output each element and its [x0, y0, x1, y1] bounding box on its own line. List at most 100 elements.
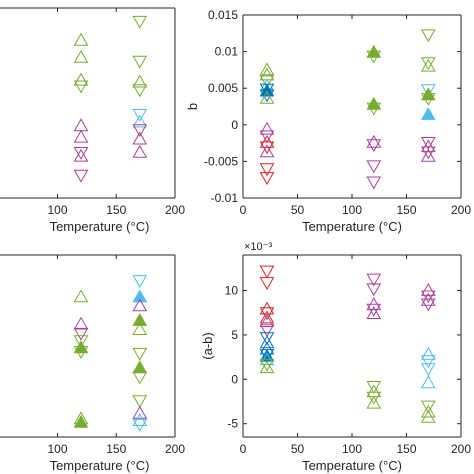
data-point — [259, 163, 275, 177]
data-point — [420, 148, 436, 162]
x-tick-label: 50 — [291, 203, 305, 217]
data-point — [259, 144, 275, 158]
data-point — [366, 139, 382, 153]
x-tick-label: 150 — [396, 203, 416, 217]
data-point — [420, 346, 436, 360]
data-point — [366, 303, 382, 317]
data-point — [366, 395, 382, 409]
data-point — [420, 107, 436, 120]
data-point — [259, 90, 275, 104]
data-point — [73, 118, 89, 132]
x-tick-label: 0 — [240, 203, 247, 217]
data-point — [73, 80, 89, 94]
x-tick-label: 200 — [451, 442, 471, 456]
data-point — [420, 58, 436, 72]
data-point — [259, 332, 275, 346]
data-point — [132, 114, 148, 128]
data-point — [259, 360, 275, 374]
x-tick-label: 100 — [342, 203, 362, 217]
data-point — [420, 375, 436, 389]
y-tick-label: 0.01 — [215, 45, 239, 59]
x-axis-label: Temperature (°C) — [302, 219, 402, 234]
data-point — [259, 121, 275, 135]
data-point — [259, 314, 275, 327]
data-point — [420, 298, 436, 312]
panel-top-right: 0 50 100 150 200 Temperature (°C) -0.01 -0.005 0… — [185, 8, 471, 234]
x-tick-label: 200 — [165, 203, 185, 217]
x-tick-label: 150 — [106, 442, 126, 456]
data-point — [259, 307, 275, 321]
data-point — [366, 176, 382, 190]
data-point — [73, 129, 89, 143]
x-axis-label: Temperature (°C) — [50, 458, 150, 473]
data-point — [73, 289, 89, 303]
data-point — [420, 290, 436, 304]
data-point — [132, 124, 148, 138]
y-tick-label: 0.005 — [208, 81, 238, 95]
data-point — [73, 32, 89, 46]
data-point — [420, 282, 436, 296]
data-point — [259, 130, 275, 144]
x-tick-label: 200 — [165, 442, 185, 456]
x-tick-label: 0 — [240, 442, 247, 456]
data-point — [366, 273, 382, 287]
y-tick-label: 5 — [231, 328, 238, 342]
data-point — [420, 355, 436, 369]
data-point — [132, 312, 148, 326]
data-point — [259, 62, 275, 76]
data-point — [259, 301, 275, 315]
data-point — [73, 327, 89, 341]
data-point — [132, 74, 148, 88]
data-point — [366, 381, 382, 394]
data-point — [259, 277, 275, 291]
data-point — [132, 144, 148, 158]
data-point — [420, 57, 436, 71]
data-point — [259, 75, 275, 89]
data-point — [132, 360, 148, 374]
data-point — [259, 358, 275, 372]
x-tick-label: 100 — [47, 203, 67, 217]
y-exponent-label: ×10⁻³ — [244, 241, 272, 253]
data-point — [73, 147, 89, 160]
data-point — [420, 137, 436, 150]
data-point — [420, 409, 436, 423]
data-point — [132, 275, 148, 289]
x-tick-label: 200 — [451, 203, 471, 217]
data-point — [420, 146, 436, 160]
data-point — [420, 29, 436, 43]
data-point — [73, 148, 89, 162]
y-tick-label: 0 — [231, 118, 238, 132]
data-point — [132, 15, 148, 29]
y-tick-label: 10 — [225, 284, 239, 298]
data-point — [366, 391, 382, 405]
data-point — [73, 169, 89, 183]
data-point — [132, 371, 148, 385]
data-point — [132, 347, 148, 361]
data-point — [366, 160, 382, 174]
data-point — [259, 335, 275, 349]
data-point — [420, 404, 436, 418]
x-tick-label: 100 — [342, 442, 362, 456]
x-axis-label: Temperature (°C) — [50, 219, 150, 234]
x-tick-label: 150 — [106, 203, 126, 217]
data-point — [420, 84, 436, 98]
data-point — [132, 405, 148, 419]
y-tick-label: -5 — [227, 417, 238, 431]
y-tick-label: 0.015 — [208, 8, 238, 22]
data-point — [132, 418, 148, 432]
data-point — [132, 84, 148, 98]
y-tick-label: -0.01 — [211, 191, 239, 205]
data-point — [73, 49, 89, 63]
data-point — [73, 335, 89, 349]
data-point — [73, 414, 89, 428]
y-tick-label: -0.005 — [204, 154, 238, 168]
x-tick-label: 50 — [291, 442, 305, 456]
data-point — [132, 322, 148, 335]
data-point — [73, 346, 89, 360]
data-point — [420, 139, 436, 153]
data-point — [366, 102, 382, 116]
x-axis-label: Temperature (°C) — [302, 458, 402, 473]
data-point — [132, 55, 148, 69]
x-tick-label: 100 — [47, 442, 67, 456]
